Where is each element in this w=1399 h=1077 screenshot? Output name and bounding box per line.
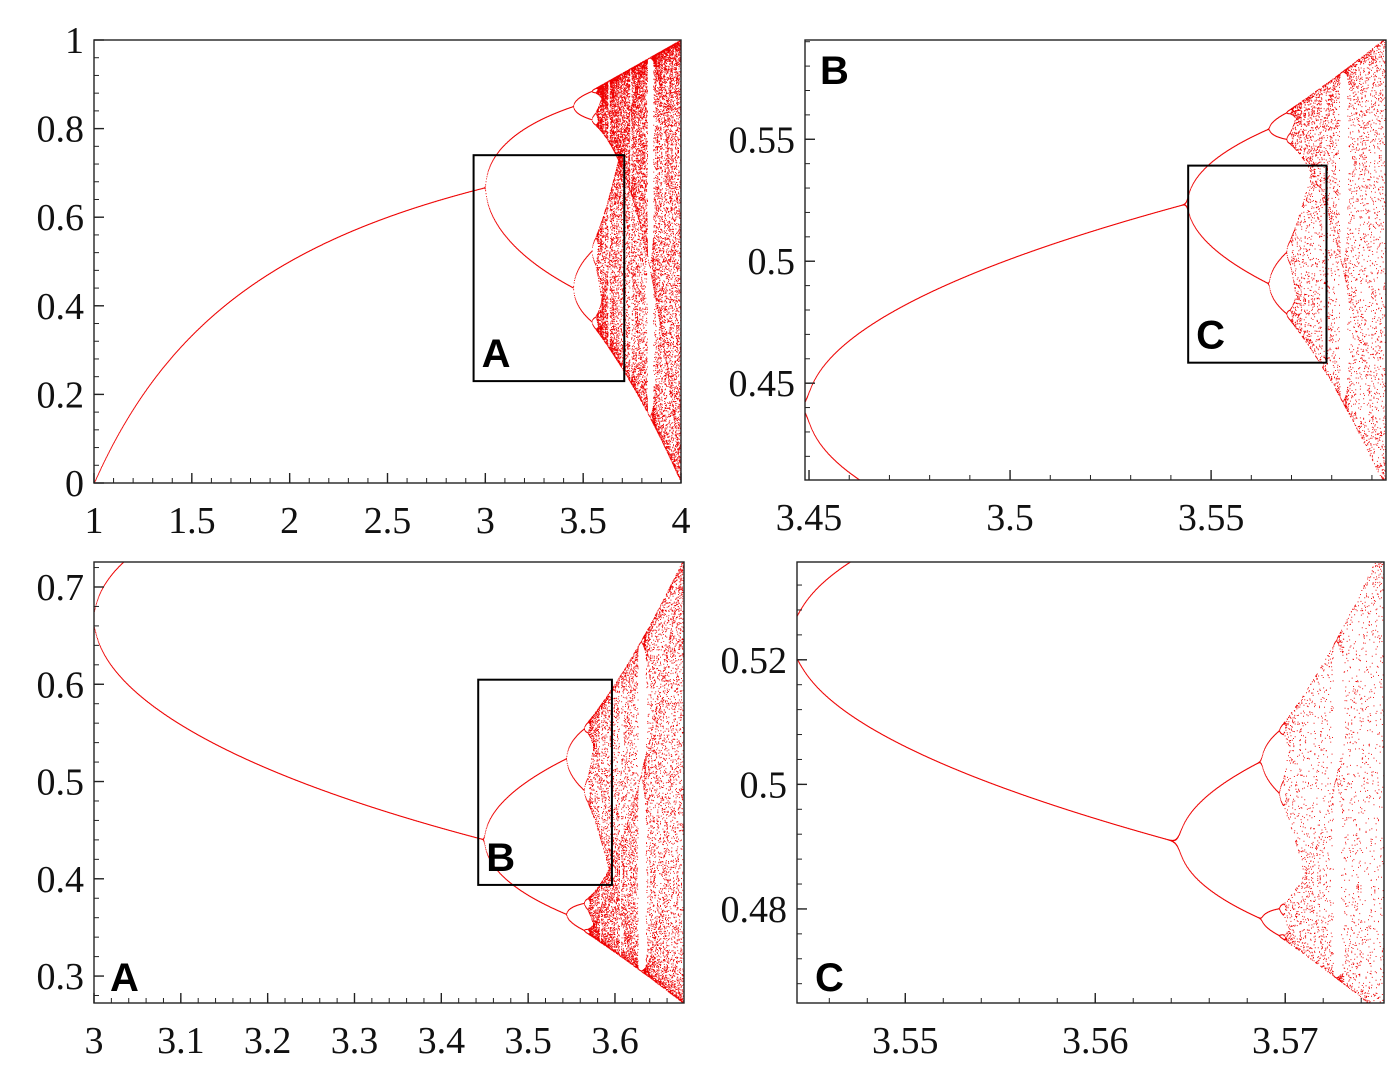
y-tick-label: 0.6	[37, 197, 85, 239]
y-tick-label: 0.55	[729, 119, 796, 161]
chart-panel-4: 3.55 3.56 3.57 0.48 0.5 0.52 C	[721, 562, 1385, 1062]
y-tick-label: 0	[65, 463, 84, 505]
x-tick-label: 2.5	[364, 500, 412, 542]
x-tick-label: 3.3	[331, 1020, 379, 1062]
x-tick-label: 3.5	[559, 500, 607, 542]
zoom-region-label: C	[1196, 314, 1225, 358]
x-tick-label: 3.45	[776, 497, 843, 539]
y-tick-label: 0.6	[37, 664, 85, 706]
y-tick-label: 0.5	[748, 241, 796, 283]
y-tick-label: 0.48	[721, 889, 788, 931]
y-tick-label: 0.5	[37, 762, 85, 804]
panel-label: C	[815, 956, 844, 1000]
panel-label: B	[820, 49, 849, 93]
x-tick-label: 3	[85, 1020, 104, 1062]
x-tick-label: 3.57	[1252, 1020, 1319, 1062]
zoom-region-label: B	[486, 836, 515, 880]
x-tick-label: 3.2	[244, 1020, 292, 1062]
y-tick-label: 0.5	[740, 764, 788, 806]
y-tick-label: 0.4	[37, 859, 85, 901]
y-tick-label: 0.52	[721, 640, 788, 682]
x-tick-label: 3.5	[504, 1020, 552, 1062]
x-tick-label: 3.5	[986, 497, 1034, 539]
y-tick-label: 0.8	[37, 109, 85, 151]
y-tick-label: 0.3	[37, 956, 85, 998]
plot-frame	[797, 562, 1384, 1003]
bifurcation-points	[94, 562, 685, 1003]
x-tick-label: 3.55	[872, 1020, 939, 1062]
y-tick-label: 0.2	[37, 374, 85, 416]
y-tick-label: 0.7	[37, 567, 85, 609]
x-tick-label: 3.56	[1062, 1020, 1129, 1062]
x-tick-label: 1.5	[168, 500, 216, 542]
x-tick-label: 3.55	[1178, 497, 1245, 539]
bifurcation-points	[805, 40, 1387, 479]
chart-panel-2: 3.45 3.5 3.55 0.45 0.5 0.55 C B	[729, 40, 1387, 539]
x-tick-label: 3.6	[591, 1020, 639, 1062]
x-tick-label: 3.1	[157, 1020, 205, 1062]
panel-label: A	[110, 956, 139, 1000]
chart-panel-3: 3 3.1 3.2 3.3 3.4 3.5 3.6 0.3 0.4 0.5 0.6 0.7 B A	[37, 562, 685, 1062]
plot-frame	[805, 40, 1386, 480]
zoom-region-label: A	[482, 332, 511, 376]
x-tick-label: 1	[85, 500, 104, 542]
bifurcation-points	[797, 562, 1385, 1002]
x-tick-label: 3.4	[418, 1020, 466, 1062]
y-tick-label: 0.4	[37, 286, 85, 328]
x-tick-label: 2	[280, 500, 299, 542]
y-tick-label: 1	[65, 20, 84, 62]
y-tick-label: 0.45	[729, 363, 796, 405]
x-tick-label: 3	[476, 500, 495, 542]
x-tick-label: 4	[672, 500, 691, 542]
bifurcation-points	[94, 41, 682, 483]
chart-panel-1: 1 1.5 2 2.5 3 3.5 4 0 0.2 0.4 0.6 0.8 1 A	[37, 20, 691, 542]
plot-frame	[94, 40, 681, 483]
